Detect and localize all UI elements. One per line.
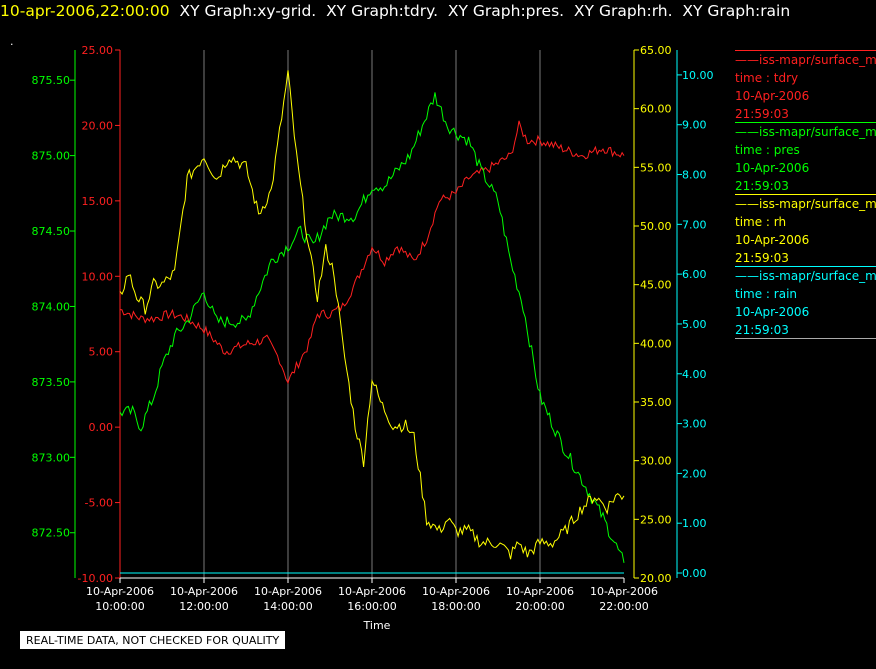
pres-tick-label: 874.50 — [32, 225, 71, 238]
rain-tick-label: 9.00 — [682, 119, 707, 132]
rh-tick-label: 25.00 — [640, 513, 672, 526]
pres-tick-label: 874.00 — [32, 300, 71, 313]
x-tick-time: 18:00:00 — [431, 600, 480, 613]
rain-tick-label: 4.00 — [682, 368, 707, 381]
x-tick-date: 10-Apr-2006 — [506, 585, 574, 598]
title-graphs: XY Graph:xy-grid. XY Graph:tdry. XY Grap… — [179, 2, 791, 20]
legend-bottom-rule — [735, 338, 876, 339]
pres-tick-label: 873.50 — [32, 376, 71, 389]
tdry-tick-label: -10.00 — [78, 572, 113, 585]
tdry-tick-label: 15.00 — [82, 195, 114, 208]
rain-tick-label: 1.00 — [682, 517, 707, 530]
legend-var: time : tdry — [735, 71, 799, 85]
legend-date: 10-Apr-2006 — [735, 305, 810, 319]
x-tick-time: 14:00:00 — [263, 600, 312, 613]
rain-tick-label: 8.00 — [682, 169, 707, 182]
x-axis-label: Time — [363, 619, 391, 632]
pres-line — [119, 92, 625, 563]
tdry-line — [119, 120, 625, 385]
rh-tick-label: 20.00 — [640, 572, 672, 585]
pres-tick-label: 875.00 — [32, 150, 71, 163]
rain-tick-label: 5.00 — [682, 318, 707, 331]
legend-header: ——iss-mapr/surface_m — [735, 266, 876, 285]
rain-tick-label: 7.00 — [682, 218, 707, 231]
legend-header: ——iss-mapr/surface_m — [735, 194, 876, 213]
x-axis: 10-Apr-2006 10:00:00 10-Apr-2006 12:00:00 10… — [86, 577, 658, 632]
legend-header: ——iss-mapr/surface_m — [735, 50, 876, 69]
x-tick-date: 10-Apr-2006 — [338, 585, 406, 598]
legend-time: 21:59:03 — [735, 179, 789, 193]
rain-tick-label: 6.00 — [682, 268, 707, 281]
qc-disclaimer: REAL-TIME DATA, NOT CHECKED FOR QUALITY — [20, 631, 286, 649]
x-tick-date: 10-Apr-2006 — [86, 585, 154, 598]
legend-time: 21:59:03 — [735, 251, 789, 265]
x-tick-time: 12:00:00 — [179, 600, 228, 613]
legend-var: time : rh — [735, 215, 787, 229]
tdry-tick-label: 10.00 — [82, 270, 114, 283]
x-tick-date: 10-Apr-2006 — [590, 585, 658, 598]
axes: 872.50 873.00 873.50 874.00 874.50 875.00 875.… — [32, 44, 714, 585]
legend-var: time : rain — [735, 287, 798, 301]
title-time: 10-apr-2006,22:00:00 — [0, 2, 170, 20]
rh-tick-label: 50.00 — [640, 220, 672, 233]
rain-tick-label: 10.00 — [682, 69, 714, 82]
tdry-tick-label: -5.00 — [85, 497, 113, 510]
rh-tick-label: 45.00 — [640, 279, 672, 292]
x-tick-time: 22:00:00 — [599, 600, 648, 613]
pres-tick-label: 873.00 — [32, 451, 71, 464]
rh-tick-label: 60.00 — [640, 103, 672, 116]
legend-time: 21:59:03 — [735, 323, 789, 337]
rh-tick-label: 65.00 — [640, 44, 672, 57]
legend-date: 10-Apr-2006 — [735, 233, 810, 247]
series-lines — [119, 70, 625, 574]
tdry-tick-label: 20.00 — [82, 119, 114, 132]
legend-time: 21:59:03 — [735, 107, 789, 121]
x-tick-time: 10:00:00 — [95, 600, 144, 613]
legend-date: 10-Apr-2006 — [735, 89, 810, 103]
rh-tick-label: 35.00 — [640, 396, 672, 409]
window-title: 10-apr-2006,22:00:00 XY Graph:xy-grid. X… — [0, 2, 790, 20]
corner-dot: . — [10, 35, 14, 48]
rain-tick-label: 3.00 — [682, 418, 707, 431]
x-tick-date: 10-Apr-2006 — [254, 585, 322, 598]
x-tick-time: 16:00:00 — [347, 600, 396, 613]
tdry-tick-label: 5.00 — [89, 346, 114, 359]
rh-tick-label: 40.00 — [640, 337, 672, 350]
tdry-tick-label: 25.00 — [82, 44, 114, 57]
pres-tick-label: 872.50 — [32, 527, 71, 540]
legend-var: time : pres — [735, 143, 800, 157]
x-tick-time: 20:00:00 — [515, 600, 564, 613]
legend-header: ——iss-mapr/surface_m — [735, 122, 876, 141]
legend-date: 10-Apr-2006 — [735, 161, 810, 175]
rain-tick-label: 2.00 — [682, 467, 707, 480]
grid-lines — [203, 50, 541, 578]
rh-line — [119, 70, 625, 560]
x-tick-date: 10-Apr-2006 — [170, 585, 238, 598]
rain-tick-label: 0.00 — [682, 567, 707, 580]
pres-tick-label: 875.50 — [32, 74, 71, 87]
x-tick-date: 10-Apr-2006 — [422, 585, 490, 598]
tdry-tick-label: 0.00 — [89, 421, 114, 434]
rh-tick-label: 55.00 — [640, 161, 672, 174]
rh-tick-label: 30.00 — [640, 455, 672, 468]
